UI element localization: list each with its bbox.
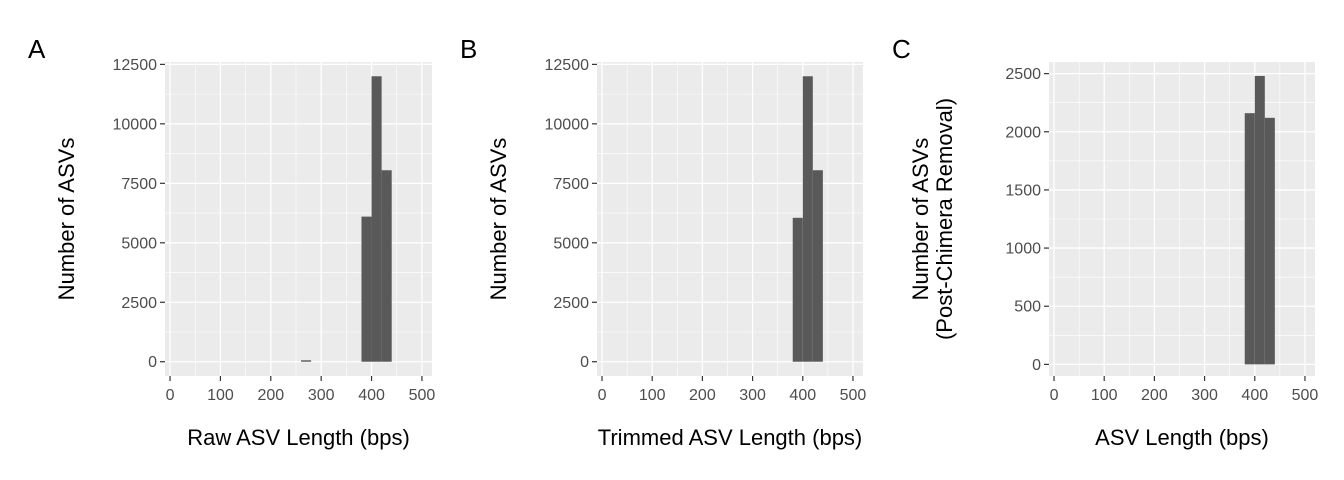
x-tick-label: 500 [1292, 387, 1319, 404]
x-tick-label: 400 [1241, 387, 1268, 404]
panel-c: 0 500 1000 1500 2000 2500 0 100 200 300 400 500 C ASV… [892, 34, 1318, 450]
histogram-bar [371, 76, 382, 362]
x-tick-label: 200 [1141, 387, 1168, 404]
x-tick-label: 300 [739, 387, 766, 404]
y-tick-label: 0 [148, 354, 157, 371]
panel-a: 0 2500 5000 7500 10000 12500 0 100 200 300 400 500 A… [28, 34, 435, 450]
histogram-bar [792, 217, 803, 362]
x-tick-label: 100 [207, 387, 234, 404]
x-axis-title: ASV Length (bps) [1095, 425, 1269, 450]
x-tick-label: 100 [1091, 387, 1118, 404]
x-tick-label: 500 [840, 387, 867, 404]
x-tick-label: 100 [639, 387, 666, 404]
panel-b: 0 2500 5000 7500 10000 12500 0 100 200 300 400 500 B… [460, 34, 866, 450]
y-tick-label: 2500 [1005, 66, 1041, 83]
histogram-bar [301, 360, 312, 362]
plot-background [597, 62, 863, 376]
x-tick-label: 0 [166, 387, 175, 404]
histogram-bar [381, 170, 392, 362]
x-axis-title: Raw ASV Length (bps) [187, 425, 410, 450]
y-tick-label: 12500 [113, 57, 158, 74]
y-tick-label: 12500 [545, 57, 590, 74]
x-tick-label: 300 [308, 387, 335, 404]
histogram-bar [1244, 113, 1255, 365]
y-tick-label: 500 [1014, 299, 1041, 316]
y-axis-title: Number of ASVs [486, 138, 511, 301]
plot-background [165, 62, 432, 376]
y-tick-label: 5000 [553, 235, 589, 252]
y-tick-label: 7500 [553, 176, 589, 193]
panel-letter: C [892, 34, 911, 64]
x-tick-label: 300 [1191, 387, 1218, 404]
y-tick-label: 7500 [121, 176, 157, 193]
y-tick-label: 5000 [121, 235, 157, 252]
y-tick-label: 2000 [1005, 124, 1041, 141]
panel-letter: B [460, 34, 477, 64]
x-tick-label: 0 [1050, 387, 1059, 404]
y-axis-title: Number of ASVs [54, 138, 79, 301]
y-tick-label: 0 [580, 354, 589, 371]
y-axis-title: Number of ASVs [908, 138, 933, 301]
y-tick-label: 1000 [1005, 241, 1041, 258]
y-tick-label: 10000 [113, 116, 158, 133]
y-tick-label: 10000 [545, 116, 590, 133]
y-tick-label: 2500 [121, 295, 157, 312]
x-tick-label: 400 [358, 387, 385, 404]
histogram-bar [812, 170, 823, 362]
histogram-bar [1254, 75, 1265, 365]
y-tick-label: 1500 [1005, 182, 1041, 199]
histogram-bar [802, 76, 813, 362]
y-tick-label: 0 [1032, 357, 1041, 374]
x-tick-label: 400 [789, 387, 816, 404]
x-tick-label: 200 [257, 387, 284, 404]
panel-letter: A [28, 34, 46, 64]
histogram-bar [1264, 117, 1275, 365]
histogram-bar [361, 216, 372, 362]
x-axis-title: Trimmed ASV Length (bps) [598, 425, 863, 450]
x-tick-label: 0 [598, 387, 607, 404]
x-tick-label: 200 [689, 387, 716, 404]
y-tick-label: 2500 [553, 295, 589, 312]
y-axis-title: (Post-Chimera Removal) [932, 98, 957, 340]
x-tick-label: 500 [409, 387, 436, 404]
